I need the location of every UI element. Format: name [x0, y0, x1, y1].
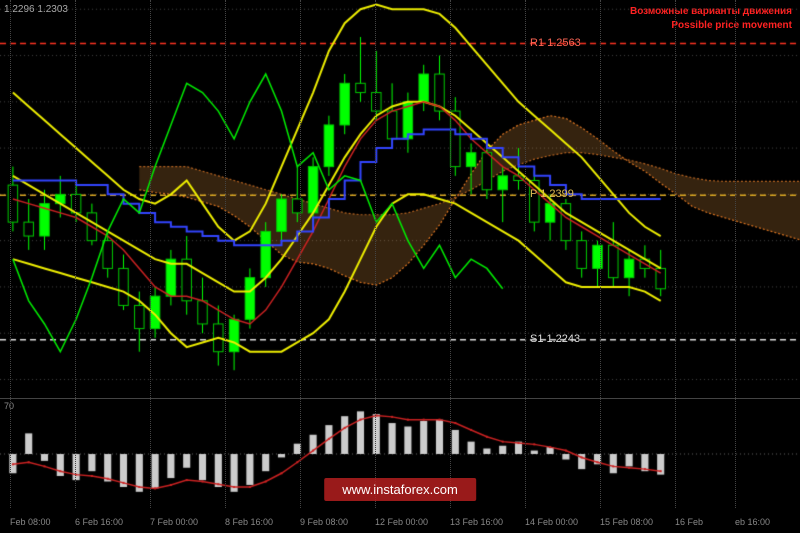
grid-vertical [375, 0, 376, 508]
grid-vertical [735, 0, 736, 508]
x-axis-tick: 14 Feb 00:00 [525, 517, 578, 527]
x-axis-tick: 9 Feb 08:00 [300, 517, 348, 527]
grid-vertical [600, 0, 601, 508]
x-axis-tick: 7 Feb 00:00 [150, 517, 198, 527]
x-axis-tick: 6 Feb 16:00 [75, 517, 123, 527]
x-axis-tick: 16 Feb [675, 517, 703, 527]
grid-vertical [525, 0, 526, 508]
main-chart-canvas [0, 0, 800, 398]
grid-vertical [450, 0, 451, 508]
forex-chart-container: 1.2296 1.2303 Возможные варианты движени… [0, 0, 800, 533]
grid-vertical [225, 0, 226, 508]
x-axis-tick: Feb 08:00 [10, 517, 51, 527]
pivot-label-r1: R1 1.2563 [530, 37, 581, 49]
pivot-label-p: P 1.2399 [530, 188, 574, 200]
pivot-label-s1: S1 1.2243 [530, 333, 580, 345]
watermark-logo: www.instaforex.com [324, 478, 476, 501]
x-axis-tick: 15 Feb 08:00 [600, 517, 653, 527]
grid-vertical [75, 0, 76, 508]
grid-vertical [675, 0, 676, 508]
grid-vertical [300, 0, 301, 508]
x-axis-tick: eb 16:00 [735, 517, 770, 527]
grid-vertical [10, 0, 11, 508]
x-axis: Feb 08:00 6 Feb 16:00 7 Feb 00:00 8 Feb 16:… [0, 508, 800, 533]
x-axis-tick: 8 Feb 16:00 [225, 517, 273, 527]
x-axis-tick: 12 Feb 00:00 [375, 517, 428, 527]
grid-vertical [150, 0, 151, 508]
x-axis-tick: 13 Feb 16:00 [450, 517, 503, 527]
main-price-chart[interactable]: R1 1.2563 P 1.2399 S1 1.2243 [0, 0, 800, 398]
